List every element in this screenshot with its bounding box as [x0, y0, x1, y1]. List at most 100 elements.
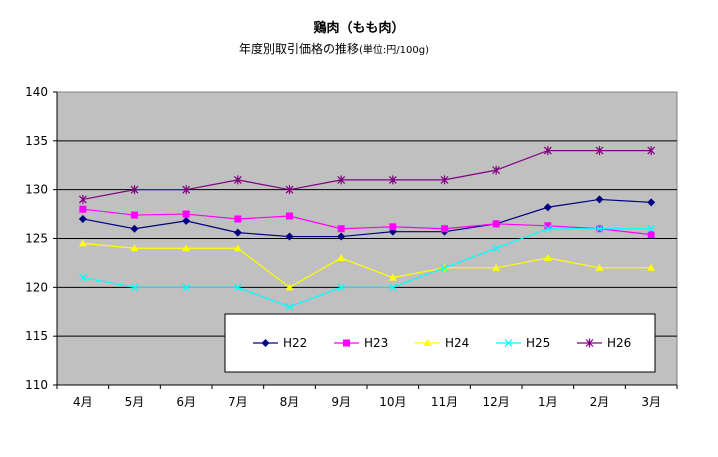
x-tick-label-12: 3月 [641, 395, 661, 409]
point-H23-1-shape [79, 205, 87, 213]
point-H26-2 [130, 185, 139, 195]
point-H25-9 [492, 244, 501, 253]
point-H26-12 [647, 146, 656, 156]
x-tick-label-9: 12月 [483, 395, 510, 409]
series-line-H22 [82, 198, 652, 238]
point-H24-7 [388, 273, 397, 281]
point-H22-6-shape [337, 232, 346, 241]
legend-marker-H24-shape [423, 339, 432, 346]
point-H22-6 [337, 232, 346, 241]
x-tick-label-3: 6月 [176, 395, 196, 409]
legend-marker-H26-shape [585, 338, 594, 348]
chart-title: 鶏肉（もも肉） [313, 20, 404, 36]
point-H26-3-shape [182, 185, 191, 195]
point-H22-2 [130, 224, 139, 233]
point-H26-4-shape [233, 175, 242, 185]
legend-marker-H23-shape [343, 339, 350, 347]
point-H25-10 [543, 224, 552, 233]
point-H25-2 [130, 283, 139, 292]
legend-label-H22: H22 [283, 336, 307, 350]
point-H22-12 [647, 198, 656, 207]
point-H23-9-shape [492, 220, 500, 228]
point-H26-2-shape [130, 185, 139, 195]
point-H26-7 [388, 175, 397, 185]
y-tick-label-125: 125 [25, 232, 48, 246]
y-tick-label-140: 140 [25, 85, 48, 99]
point-H24-1 [78, 239, 87, 247]
legend-item-H24: H24 [415, 336, 469, 350]
point-H24-12 [647, 263, 656, 271]
legend-marker-H22-shape [261, 339, 270, 347]
series-line-H24 [82, 242, 652, 289]
legend-item-H25: H25 [496, 336, 550, 350]
point-H24-11-shape [595, 263, 604, 271]
point-H23-6 [337, 225, 345, 233]
point-H26-1-shape [78, 194, 87, 204]
point-H25-11-shape [595, 224, 604, 233]
point-H25-5 [285, 302, 294, 311]
point-H22-2-shape [130, 224, 139, 233]
point-H26-8 [440, 175, 449, 185]
point-H24-4 [233, 244, 242, 252]
point-H25-2-shape [130, 283, 139, 292]
x-tick-label-7: 10月 [379, 395, 406, 409]
legend-marker-H25 [504, 339, 513, 347]
point-H25-4 [233, 283, 242, 292]
point-H25-12-shape [647, 224, 656, 233]
point-H22-4-shape [233, 228, 242, 237]
point-H24-3 [182, 244, 191, 252]
x-tick-label-5: 8月 [280, 395, 300, 409]
point-H25-8-shape [440, 263, 449, 272]
point-H23-8 [441, 225, 448, 233]
legend-marker-H23 [343, 339, 350, 347]
legend-marker-H26 [585, 338, 594, 348]
point-H24-6-shape [337, 254, 346, 262]
point-H24-5 [285, 283, 294, 291]
point-H23-10 [544, 222, 552, 230]
legend-item-H26: H26 [577, 336, 631, 350]
point-H24-7-shape [388, 273, 397, 281]
point-H24-10-shape [543, 254, 552, 262]
point-H22-3 [182, 216, 191, 225]
point-H23-7-shape [389, 223, 397, 231]
point-H26-11-shape [595, 146, 604, 156]
point-H22-4 [233, 228, 242, 237]
point-H26-8-shape [440, 175, 449, 185]
series-line-H26 [82, 150, 652, 201]
point-H23-3-shape [182, 210, 190, 218]
point-H23-3 [182, 210, 190, 218]
point-H25-3-shape [182, 283, 191, 292]
point-H25-6 [337, 283, 346, 292]
legend-marker-H24 [423, 339, 432, 346]
point-H24-4-shape [233, 244, 242, 252]
point-H25-7-shape [388, 283, 397, 292]
point-H22-1-shape [78, 214, 87, 223]
legend-label-H25: H25 [526, 336, 550, 350]
point-H22-10 [543, 203, 552, 212]
point-H24-9 [492, 263, 501, 271]
x-tick-label-4: 7月 [228, 395, 248, 409]
point-H26-5 [285, 185, 294, 195]
point-H26-4 [233, 175, 242, 185]
series-line-H23 [82, 208, 652, 236]
point-H26-10 [543, 146, 552, 156]
point-H26-7-shape [388, 175, 397, 185]
y-tick-label-110: 110 [25, 378, 48, 392]
point-H26-9 [492, 165, 501, 175]
point-H23-6-shape [337, 225, 345, 233]
point-H22-10-shape [543, 203, 552, 212]
point-H26-10-shape [543, 146, 552, 156]
x-tick-label-10: 1月 [538, 395, 558, 409]
y-tick-label-130: 130 [25, 183, 48, 197]
point-H25-8 [440, 263, 449, 272]
point-H25-7 [388, 283, 397, 292]
point-H25-9-shape [492, 244, 501, 253]
legend-marker-H25-shape [504, 339, 513, 347]
point-H23-5 [286, 212, 293, 220]
point-H24-9-shape [492, 263, 501, 271]
point-H24-10 [543, 254, 552, 262]
point-H23-4-shape [234, 215, 242, 223]
point-H23-8-shape [441, 225, 448, 233]
